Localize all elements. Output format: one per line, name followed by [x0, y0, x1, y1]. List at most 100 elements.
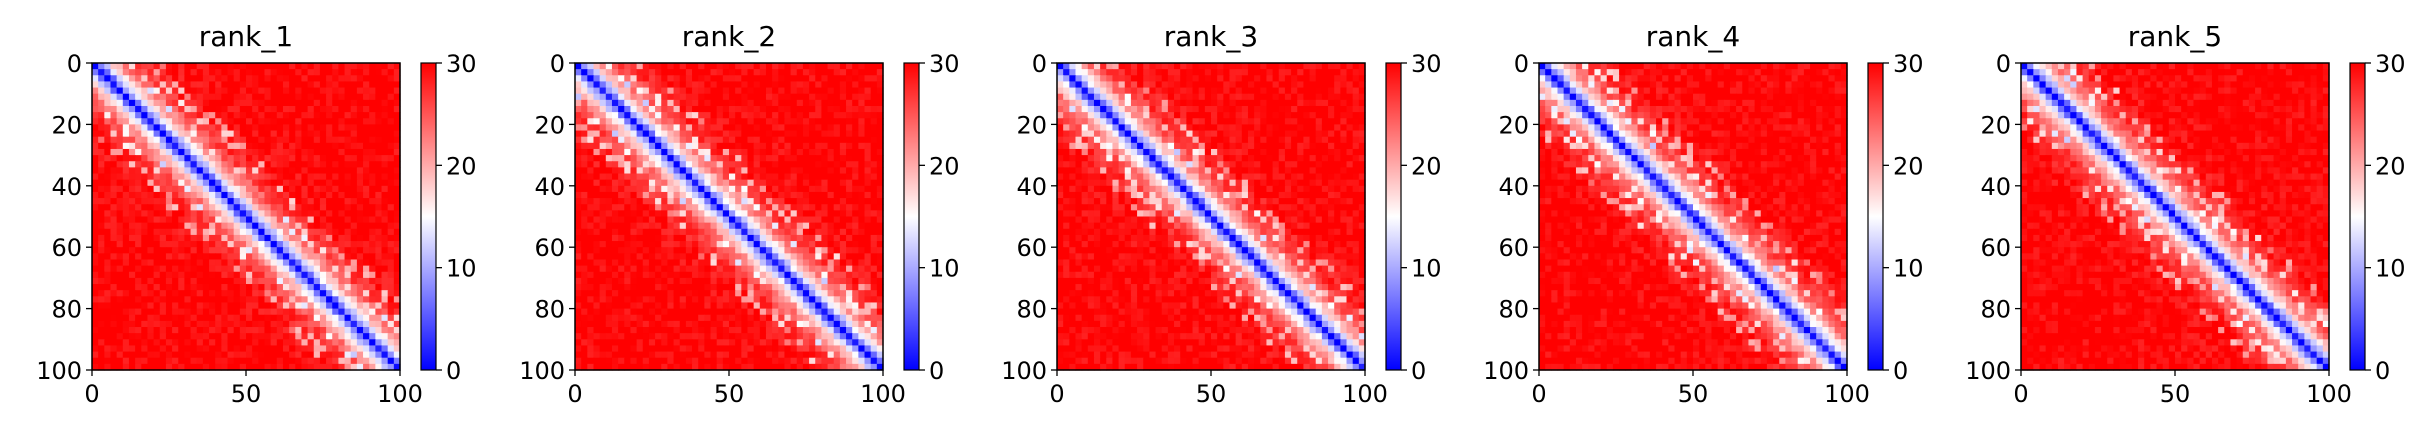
heatmap-cell: [815, 327, 822, 334]
heatmap-cell: [239, 357, 247, 365]
heatmap-cell: [363, 290, 370, 297]
heatmap-cell: [110, 81, 118, 89]
heatmap-cell: [184, 363, 192, 371]
heatmap-cell: [722, 136, 730, 144]
heatmap-cell: [599, 265, 607, 273]
heatmap-cell: [159, 179, 167, 187]
heatmap-cell: [765, 185, 773, 193]
heatmap-cell: [165, 363, 173, 371]
heatmap-cell: [759, 277, 767, 285]
heatmap-cell: [587, 204, 595, 211]
heatmap-cell: [772, 185, 779, 193]
heatmap-cell: [673, 277, 681, 285]
heatmap-cell: [165, 124, 173, 132]
heatmap-cell: [295, 357, 303, 365]
heatmap-cell: [209, 234, 216, 242]
heatmap-cell: [116, 198, 124, 205]
heatmap-cell: [796, 105, 804, 113]
heatmap-cell: [301, 105, 309, 113]
heatmap-cell: [184, 296, 192, 304]
heatmap-cell: [190, 277, 198, 285]
heatmap-cell: [778, 204, 786, 211]
heatmap-cell: [778, 253, 786, 261]
heatmap-cell: [350, 241, 358, 248]
heatmap-cell: [741, 155, 749, 162]
heatmap-cell: [289, 185, 296, 193]
heatmap-cell: [876, 241, 884, 248]
heatmap-cell: [624, 136, 632, 144]
heatmap-cell: [227, 130, 235, 138]
heatmap-cell: [759, 241, 767, 248]
heatmap-cell: [667, 302, 675, 310]
heatmap-cell: [98, 204, 105, 211]
heatmap-cell: [178, 185, 185, 193]
heatmap-cell: [350, 105, 358, 113]
heatmap-cell: [599, 93, 607, 101]
heatmap-cell: [104, 136, 112, 144]
heatmap-cell: [202, 253, 210, 261]
heatmap-cell: [593, 253, 601, 261]
heatmap-cell: [581, 124, 588, 132]
heatmap-cell: [202, 161, 210, 168]
heatmap-cell: [729, 87, 736, 95]
heatmap-cell: [196, 327, 204, 334]
heatmap-cell: [289, 167, 296, 175]
heatmap-cell: [661, 247, 668, 254]
heatmap-cell: [209, 333, 216, 340]
heatmap-cell: [630, 155, 638, 162]
heatmap-cell: [611, 87, 619, 95]
heatmap-cell: [587, 124, 595, 132]
heatmap-cell: [196, 99, 204, 107]
heatmap-cell: [605, 191, 613, 199]
heatmap-cell: [698, 99, 705, 107]
heatmap-cell: [630, 118, 638, 125]
heatmap-cell: [215, 296, 222, 304]
heatmap-cell: [239, 259, 247, 267]
heatmap-cell: [581, 277, 588, 285]
heatmap-cell: [618, 161, 625, 168]
heatmap-cell: [98, 302, 105, 310]
heatmap-cell: [747, 99, 755, 107]
heatmap-cell: [104, 241, 112, 248]
heatmap-cell: [369, 210, 376, 218]
heatmap-cell: [581, 198, 588, 205]
heatmap-cell: [344, 234, 352, 242]
heatmap-cell: [319, 259, 327, 267]
heatmap-cell: [784, 93, 792, 101]
heatmap-cell: [673, 118, 681, 125]
heatmap-cell: [821, 161, 829, 168]
heatmap-cell: [667, 185, 675, 193]
heatmap-cell: [295, 363, 303, 371]
heatmap-cell: [673, 333, 681, 340]
heatmap-cell: [209, 216, 216, 224]
heatmap-cell: [221, 173, 229, 181]
heatmap-cell: [381, 198, 389, 205]
heatmap-cell: [575, 167, 582, 175]
heatmap-cell: [778, 87, 786, 95]
heatmap-cell: [258, 327, 266, 334]
heatmap-cell: [587, 130, 595, 138]
heatmap-cell: [116, 161, 124, 168]
heatmap-cell: [821, 296, 829, 304]
heatmap-cell: [599, 155, 607, 162]
heatmap-cell: [870, 333, 878, 340]
heatmap-cell: [685, 241, 693, 248]
heatmap-cell: [381, 112, 389, 119]
heatmap-cell: [326, 308, 333, 316]
heatmap-cell: [92, 69, 99, 76]
heatmap-cell: [202, 112, 210, 119]
heatmap-cell: [141, 63, 149, 70]
heatmap-cell: [710, 167, 718, 175]
heatmap-cell: [227, 63, 235, 70]
heatmap-cell: [809, 290, 816, 297]
heatmap-cell: [221, 161, 229, 168]
heatmap-cell: [381, 290, 389, 297]
heatmap-cell: [858, 167, 866, 175]
heatmap-cell: [587, 118, 595, 125]
heatmap-cell: [295, 284, 303, 291]
heatmap-cell: [710, 198, 718, 205]
heatmap-cell: [636, 234, 644, 242]
heatmap-cell: [221, 75, 229, 83]
heatmap-cell: [209, 130, 216, 138]
heatmap-cell: [624, 314, 632, 322]
